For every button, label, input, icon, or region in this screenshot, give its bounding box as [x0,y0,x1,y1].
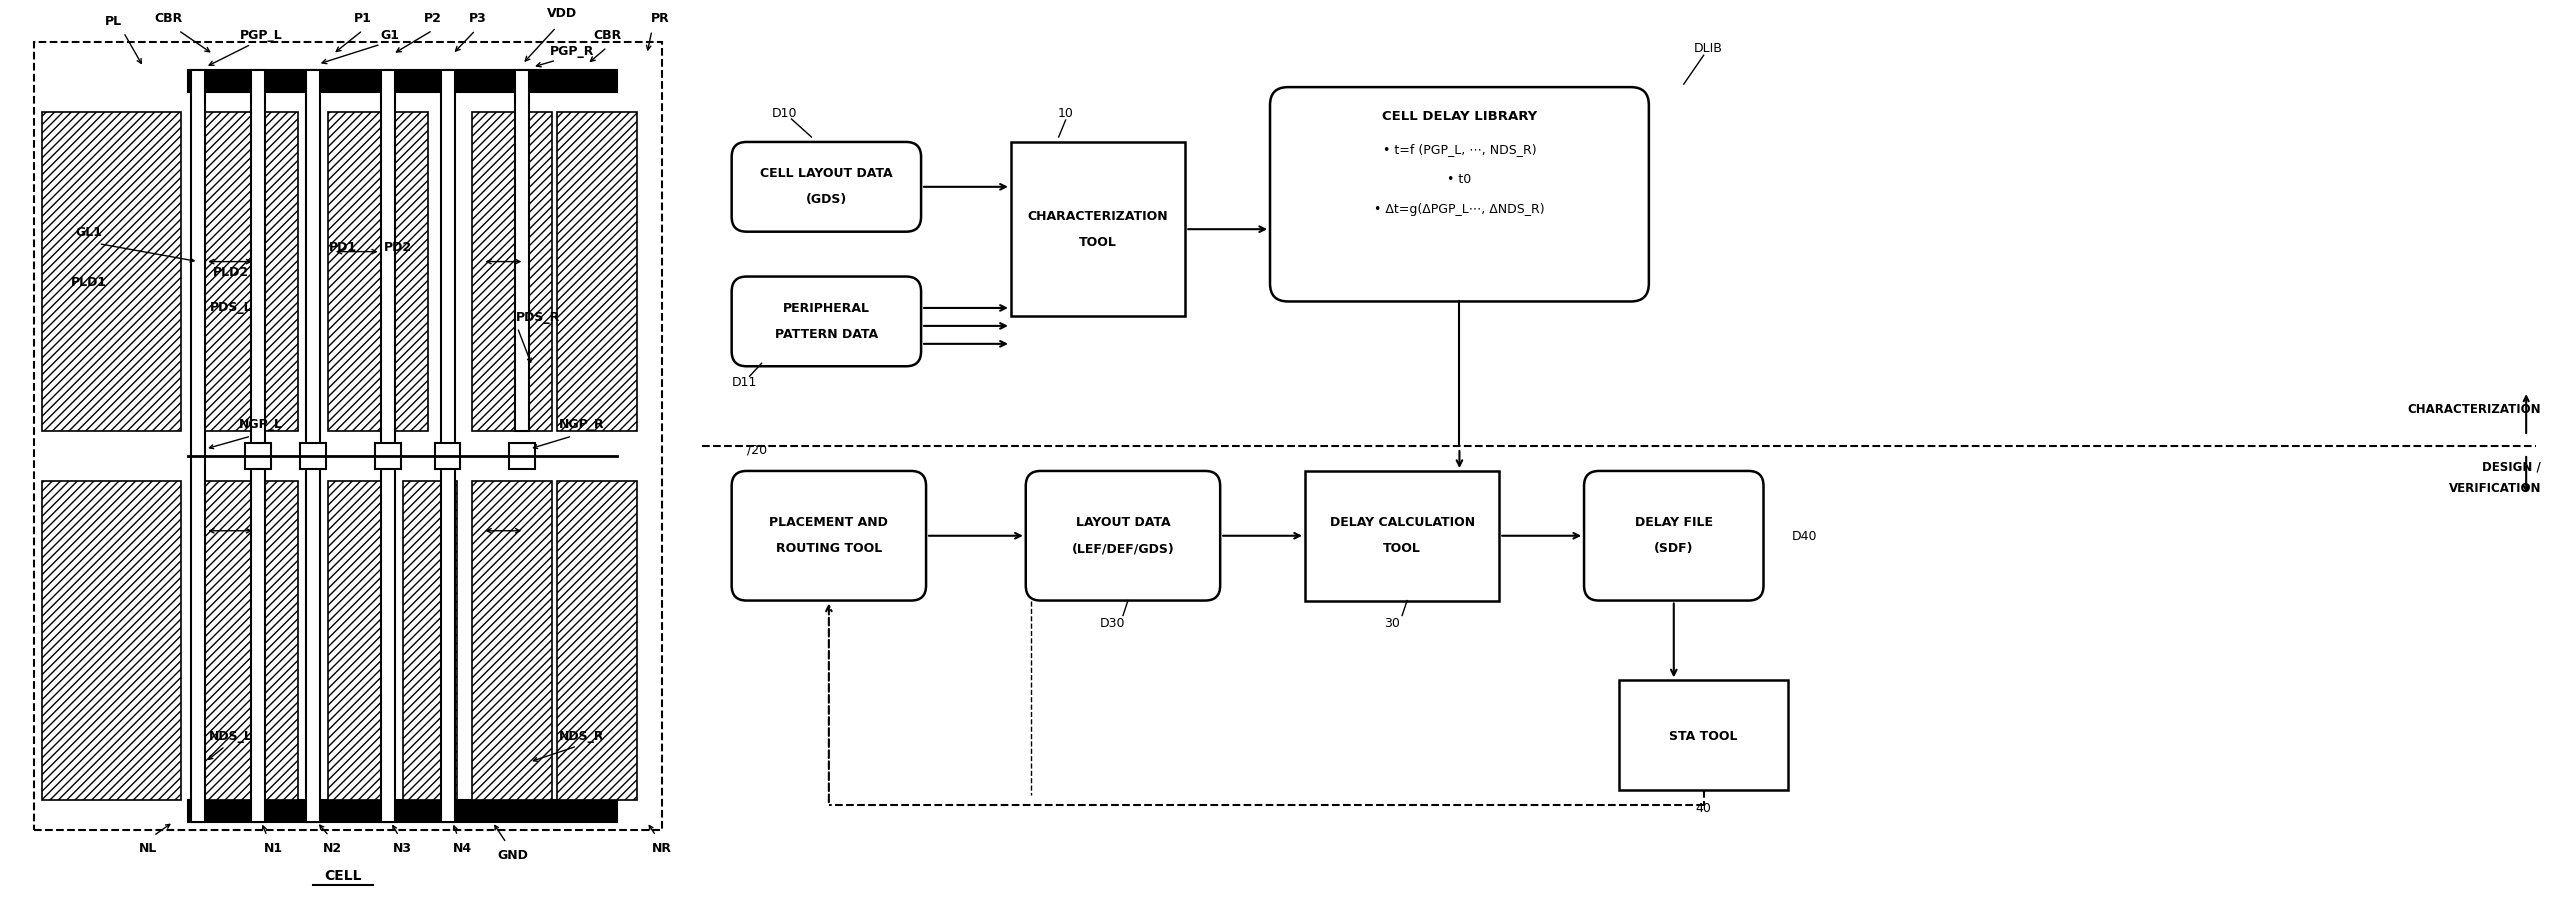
Bar [558,113,638,432]
Text: CELL DELAY LIBRARY: CELL DELAY LIBRARY [1382,109,1538,122]
Text: NR: NR [653,842,671,855]
Bar [204,113,298,432]
Text: PGP_L: PGP_L [240,29,283,42]
Text: N1: N1 [263,842,283,855]
Text: /20: /20 [747,443,768,456]
Bar [1010,143,1186,317]
Text: 40: 40 [1696,802,1711,814]
Text: NL: NL [140,842,158,855]
Text: G1: G1 [380,29,400,42]
Text: PD2: PD2 [382,241,411,254]
Text: DELAY CALCULATION: DELAY CALCULATION [1329,516,1474,528]
Text: P1: P1 [354,12,372,25]
Text: P3: P3 [469,12,487,25]
Text: VERIFICATION: VERIFICATION [2448,482,2542,495]
Text: CHARACTERIZATION: CHARACTERIZATION [1028,210,1168,222]
Text: CHARACTERIZATION: CHARACTERIZATION [2407,402,2542,415]
Text: NGP_R: NGP_R [558,417,604,430]
Bar [380,71,395,822]
Text: • t=f (PGP_L, ⋯, NDS_R): • t=f (PGP_L, ⋯, NDS_R) [1382,143,1535,157]
Bar [189,71,617,93]
Text: VDD: VDD [548,7,576,20]
Text: GL1: GL1 [74,226,102,239]
Bar [558,481,638,800]
FancyBboxPatch shape [1270,88,1650,302]
Text: PLACEMENT AND: PLACEMENT AND [770,516,887,528]
Text: NDS_R: NDS_R [558,729,604,742]
Text: NGP_L: NGP_L [240,417,283,430]
Text: PERIPHERAL: PERIPHERAL [783,302,870,314]
Text: PD1: PD1 [329,241,357,254]
Bar [510,444,536,469]
Bar [434,444,462,469]
Bar [41,113,181,432]
FancyBboxPatch shape [732,277,921,367]
Bar [204,481,298,800]
Text: PL: PL [105,15,122,28]
Bar [441,71,454,822]
Text: PLD2: PLD2 [214,266,250,279]
Text: DESIGN /: DESIGN / [2481,460,2542,473]
Text: N4: N4 [454,842,472,855]
Text: CBR: CBR [594,29,622,42]
Bar [329,481,382,800]
Text: PGP_R: PGP_R [551,45,594,57]
Text: N3: N3 [393,842,413,855]
Text: (SDF): (SDF) [1655,542,1693,555]
Bar [375,444,400,469]
Text: • Δt=g(ΔPGP_L⋯, ΔNDS_R): • Δt=g(ΔPGP_L⋯, ΔNDS_R) [1374,203,1545,216]
Text: P2: P2 [423,12,441,25]
Bar [191,71,204,822]
Bar [33,43,663,830]
Text: PDS_L: PDS_L [209,301,252,313]
Text: CBR: CBR [153,12,184,25]
Bar [1306,471,1499,601]
Text: D11: D11 [732,375,757,388]
Text: NDS_L: NDS_L [209,729,252,742]
FancyBboxPatch shape [1584,471,1765,601]
Text: STA TOOL: STA TOOL [1670,729,1739,742]
FancyBboxPatch shape [732,471,926,601]
FancyBboxPatch shape [1025,471,1219,601]
Text: D10: D10 [773,107,798,119]
Text: (LEF/DEF/GDS): (LEF/DEF/GDS) [1071,542,1176,555]
Bar [245,444,270,469]
Text: PLD1: PLD1 [71,276,107,289]
Text: N2: N2 [324,842,342,855]
Text: (GDS): (GDS) [806,193,847,206]
Bar [41,481,181,800]
Bar [189,800,617,822]
Bar [472,481,553,800]
Text: 10: 10 [1058,107,1074,119]
FancyBboxPatch shape [732,143,921,232]
Text: TOOL: TOOL [1382,542,1420,555]
Text: • t0: • t0 [1448,173,1471,186]
Bar [329,113,428,432]
Text: D30: D30 [1099,617,1125,630]
Text: GND: GND [497,848,528,861]
Bar [515,71,530,432]
Bar [301,444,326,469]
Bar [472,113,553,432]
Bar [306,71,319,822]
Text: PATTERN DATA: PATTERN DATA [775,328,877,341]
Text: D40: D40 [1793,529,1818,543]
Text: CELL: CELL [324,868,362,882]
Bar [403,481,456,800]
Text: LAYOUT DATA: LAYOUT DATA [1076,516,1170,528]
Text: 30: 30 [1385,617,1400,630]
Text: CELL LAYOUT DATA: CELL LAYOUT DATA [760,168,892,180]
Text: DELAY FILE: DELAY FILE [1635,516,1714,528]
Text: PDS_R: PDS_R [515,311,561,323]
Text: ROUTING TOOL: ROUTING TOOL [775,542,882,555]
Text: TOOL: TOOL [1079,235,1117,249]
Text: PR: PR [650,12,668,25]
Bar [250,71,265,822]
Text: DLIB: DLIB [1693,42,1724,55]
Bar [1619,681,1788,790]
